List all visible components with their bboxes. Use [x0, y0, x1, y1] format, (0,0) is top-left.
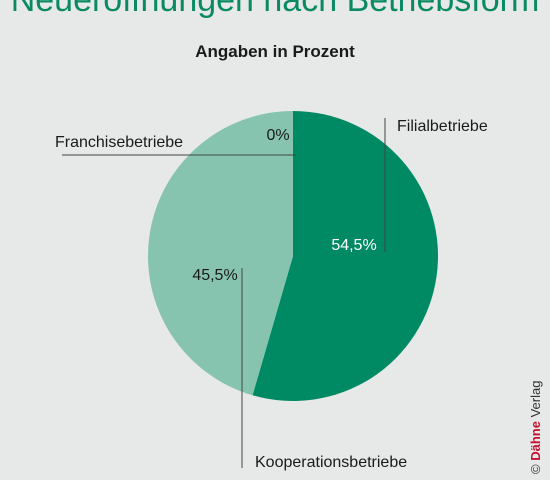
chart-title: Neueröffnungen nach Betriebsform: [10, 0, 540, 19]
chart-subtitle: Angaben in Prozent: [195, 42, 355, 61]
category-label-filialbetriebe: Filialbetriebe: [397, 118, 488, 135]
value-label-franchisebetriebe: 0%: [266, 127, 289, 144]
value-label-filialbetriebe: 54,5%: [331, 237, 376, 254]
category-label-franchisebetriebe: Franchisebetriebe: [55, 134, 183, 151]
copyright-symbol: ©: [528, 464, 543, 474]
pie-slice-kooperationsbetriebe: [147, 111, 293, 396]
value-label-kooperationsbetriebe: 45,5%: [192, 267, 237, 284]
credit-suffix: Verlag: [528, 380, 543, 418]
copyright-credit: © Dähne Verlag: [528, 381, 543, 474]
credit-brand: Dähne: [528, 421, 543, 461]
category-label-kooperationsbetriebe: Kooperationsbetriebe: [255, 454, 407, 471]
pie-slice-filialbetriebe: [252, 111, 438, 401]
